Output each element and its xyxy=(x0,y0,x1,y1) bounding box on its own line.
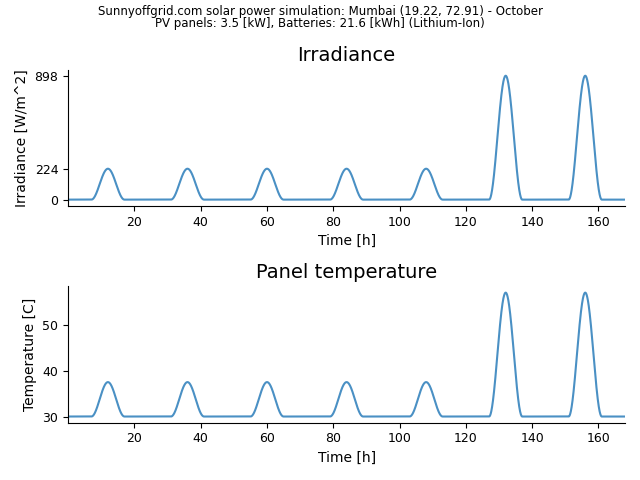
Text: Sunnyoffgrid.com solar power simulation: Mumbai (19.22, 72.91) - October: Sunnyoffgrid.com solar power simulation:… xyxy=(97,5,543,18)
Y-axis label: Irradiance [W/m^2]: Irradiance [W/m^2] xyxy=(15,69,29,206)
Y-axis label: Temperature [C]: Temperature [C] xyxy=(23,298,37,411)
Title: Irradiance: Irradiance xyxy=(298,46,396,65)
Text: PV panels: 3.5 [kW], Batteries: 21.6 [kWh] (Lithium-Ion): PV panels: 3.5 [kW], Batteries: 21.6 [kW… xyxy=(155,17,485,30)
X-axis label: Time [h]: Time [h] xyxy=(317,451,376,465)
Title: Panel temperature: Panel temperature xyxy=(256,263,437,282)
X-axis label: Time [h]: Time [h] xyxy=(317,234,376,248)
